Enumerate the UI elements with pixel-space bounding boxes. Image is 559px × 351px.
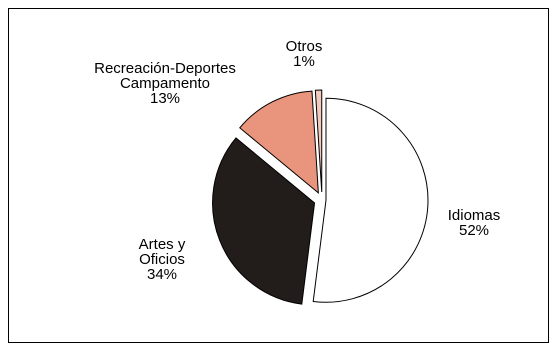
pie-slice-recreaci-n-deportes-campamento bbox=[239, 90, 319, 194]
pie-label-otros: Otros 1% bbox=[286, 38, 323, 70]
pie-label-idiomas: Idiomas 52% bbox=[448, 207, 501, 239]
pie-slice-otros bbox=[314, 89, 323, 193]
pie-slice-idiomas bbox=[312, 97, 429, 303]
pie-label-recreaci-n-deportes-campamento: Recreación-Deportes Campamento 13% bbox=[94, 60, 236, 107]
pie-slice-artes-y-oficios bbox=[212, 137, 316, 305]
pie-label-artes-y-oficios: Artes y Oficios 34% bbox=[139, 236, 186, 283]
